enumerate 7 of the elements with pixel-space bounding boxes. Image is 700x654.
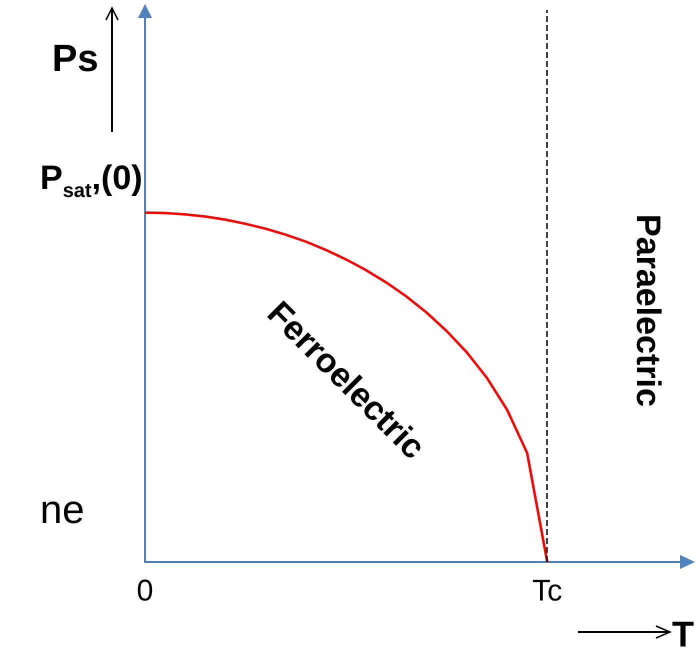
x-tick-label: Tc (532, 574, 562, 608)
x-tick-label: 0 (136, 574, 154, 608)
annotation: Paraelectric (628, 214, 667, 407)
x-axis-title: T (672, 614, 694, 654)
y-axis-title: Ps (52, 38, 98, 80)
annotation: P$_{sat}$,(0) (40, 158, 143, 202)
text: ne (40, 488, 84, 532)
